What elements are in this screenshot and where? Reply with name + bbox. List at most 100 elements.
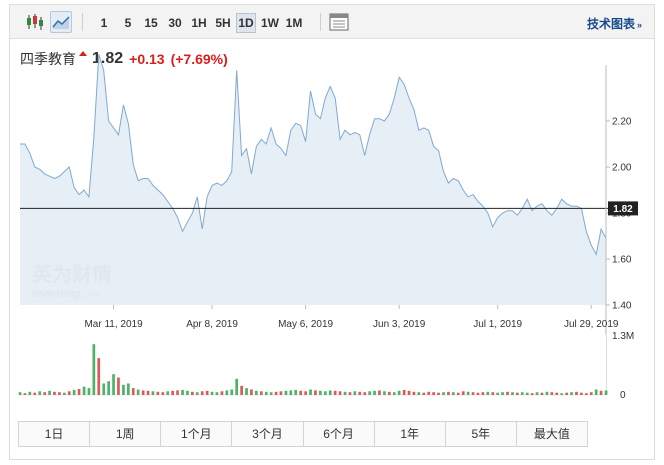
volume-bar <box>151 391 155 395</box>
x-tick-label: Apr 8, 2019 <box>186 319 238 330</box>
volume-bar <box>585 393 588 395</box>
volume-bar <box>555 392 559 395</box>
price-area-fill <box>20 54 606 305</box>
volume-bar <box>476 392 480 395</box>
period-button-30[interactable]: 30 <box>168 16 182 30</box>
volume-bar <box>264 391 268 395</box>
price-chart[interactable]: 英为财情Investing.com2.202.001.801.601.401.8… <box>10 5 654 415</box>
x-tick-label: Jul 29, 2019 <box>564 319 619 330</box>
period-button-5h[interactable]: 5H <box>215 16 231 30</box>
volume-bar <box>112 374 115 395</box>
volume-bar <box>363 392 367 395</box>
toolbar-separator <box>82 13 83 31</box>
volume-bar <box>289 390 293 395</box>
volume-bar <box>166 391 170 395</box>
volume-bar <box>28 391 32 395</box>
period-button-1w[interactable]: 1W <box>261 16 279 30</box>
volume-bar <box>67 391 71 395</box>
volume-bar <box>186 390 189 395</box>
volume-bar <box>456 392 460 395</box>
volume-bar <box>210 391 214 395</box>
volume-bar <box>235 378 238 395</box>
volume-bar <box>269 392 273 395</box>
volume-bar <box>353 391 357 395</box>
volume-bar <box>530 393 534 395</box>
volume-bar <box>343 391 347 395</box>
volume-bar <box>447 391 450 395</box>
table-icon[interactable] <box>328 12 350 32</box>
period-button-15[interactable]: 15 <box>144 16 158 30</box>
volume-bar <box>146 390 150 395</box>
volume-bar <box>461 391 465 395</box>
volume-bar <box>102 383 106 395</box>
volume-bar <box>181 389 184 395</box>
range-button-7[interactable]: 最大值 <box>533 427 570 441</box>
range-button-5[interactable]: 1年 <box>375 422 446 446</box>
volume-bar <box>491 392 495 395</box>
volume-bar <box>570 392 573 395</box>
volume-bar <box>442 392 445 395</box>
double-chevron-icon: » <box>636 20 642 30</box>
volume-bar <box>481 392 485 395</box>
volume-bar <box>333 390 337 395</box>
period-button-1d[interactable]: 1D <box>236 13 256 33</box>
volume-bar <box>53 391 56 395</box>
volume-bar <box>338 391 342 395</box>
volume-bar <box>58 392 61 395</box>
volume-bar <box>466 391 470 395</box>
period-button-5[interactable]: 5 <box>124 16 132 30</box>
volume-bar <box>23 393 27 395</box>
volume-bar <box>230 389 234 395</box>
chart-toolbar: 1 5 15 30 1H 5H 1D 1W 1M 技术图表» <box>10 5 654 39</box>
volume-bar <box>18 392 22 395</box>
volume-bar <box>141 390 145 395</box>
volume-bar <box>319 390 322 395</box>
volume-bar <box>200 391 204 395</box>
candlestick-icon[interactable] <box>24 11 46 33</box>
volume-bar <box>77 389 81 395</box>
volume-bar <box>545 391 549 395</box>
volume-bar <box>314 390 317 395</box>
volume-bar <box>535 392 539 395</box>
volume-bar <box>72 389 76 395</box>
period-button-1[interactable]: 1 <box>100 16 108 30</box>
range-button-1[interactable]: 1周 <box>90 422 162 446</box>
period-button-1h[interactable]: 1H <box>191 16 207 30</box>
range-button-6[interactable]: 5年 <box>446 422 517 446</box>
period-button-1m[interactable]: 1M <box>285 16 303 30</box>
volume-bar <box>560 393 563 395</box>
volume-bar <box>92 344 96 395</box>
volume-bar <box>511 392 514 395</box>
last-price-marker <box>608 201 638 216</box>
range-selector: 1日 1周 1个月 3个月 6个月 1年 5年 最大值 <box>18 421 588 447</box>
volume-bar <box>161 392 165 395</box>
volume-bar <box>348 392 352 395</box>
volume-bar <box>412 391 416 395</box>
volume-bar <box>136 389 140 395</box>
range-button-3[interactable]: 3个月 <box>232 422 304 446</box>
range-button-0[interactable]: 1日 <box>19 422 91 446</box>
volume-bar <box>274 391 278 395</box>
tech-chart-link[interactable]: 技术图表» <box>587 15 642 32</box>
volume-bar <box>496 392 499 395</box>
volume-bar <box>580 392 583 395</box>
volume-bar <box>397 390 401 395</box>
volume-bar <box>191 391 194 395</box>
y-tick-label: 1.40 <box>612 301 632 312</box>
up-arrow-icon <box>79 51 87 56</box>
volume-bar <box>594 389 598 395</box>
range-button-4[interactable]: 6个月 <box>304 422 375 446</box>
volume-zero-label: 0 <box>620 390 626 401</box>
range-button-2[interactable]: 1个月 <box>161 422 233 446</box>
area-chart-icon[interactable] <box>50 11 72 33</box>
x-tick-label: Jun 3, 2019 <box>373 319 426 330</box>
volume-bar <box>388 391 391 395</box>
volume-max-label: 1.3M <box>612 331 634 342</box>
volume-bar <box>156 391 160 395</box>
volume-bar <box>520 392 524 395</box>
volume-bar <box>176 390 179 395</box>
volume-bar <box>294 389 298 395</box>
volume-bar <box>368 391 371 395</box>
volume-bar <box>452 392 455 395</box>
volume-bar <box>392 392 396 395</box>
